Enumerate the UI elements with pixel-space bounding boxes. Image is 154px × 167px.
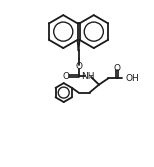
Text: OH: OH [126, 74, 140, 83]
Text: O: O [114, 63, 121, 72]
Text: O: O [62, 72, 69, 81]
Polygon shape [91, 76, 99, 85]
Text: O: O [75, 62, 82, 71]
Text: NH: NH [81, 72, 95, 81]
